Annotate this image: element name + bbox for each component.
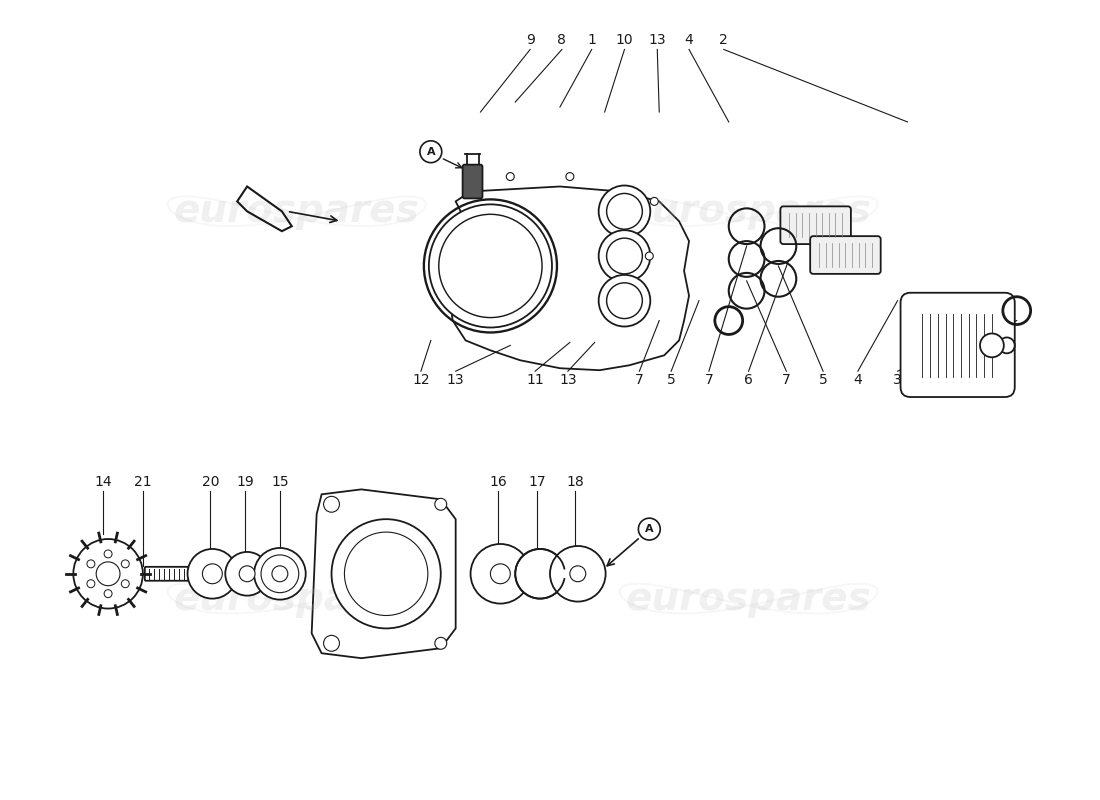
FancyBboxPatch shape bbox=[901, 293, 1014, 397]
Circle shape bbox=[980, 334, 1004, 358]
Circle shape bbox=[202, 564, 222, 584]
Text: 20: 20 bbox=[201, 475, 219, 490]
Circle shape bbox=[439, 214, 542, 318]
Circle shape bbox=[323, 635, 340, 651]
Text: 19: 19 bbox=[236, 475, 254, 490]
Circle shape bbox=[87, 560, 95, 568]
Text: eurospares: eurospares bbox=[626, 192, 871, 230]
Circle shape bbox=[226, 552, 270, 596]
Circle shape bbox=[429, 204, 552, 327]
Text: 1: 1 bbox=[587, 34, 596, 47]
Circle shape bbox=[420, 141, 442, 162]
Circle shape bbox=[74, 539, 143, 609]
Text: 21: 21 bbox=[134, 475, 152, 490]
Text: 18: 18 bbox=[566, 475, 584, 490]
Circle shape bbox=[87, 580, 95, 588]
Circle shape bbox=[598, 230, 650, 282]
Text: 7: 7 bbox=[704, 373, 713, 387]
Circle shape bbox=[254, 548, 306, 600]
Text: 7: 7 bbox=[635, 373, 643, 387]
Text: eurospares: eurospares bbox=[626, 580, 871, 618]
Polygon shape bbox=[449, 186, 689, 370]
Text: 5: 5 bbox=[818, 373, 827, 387]
Circle shape bbox=[104, 550, 112, 558]
Circle shape bbox=[646, 252, 653, 260]
Circle shape bbox=[121, 560, 130, 568]
Circle shape bbox=[999, 338, 1014, 354]
FancyBboxPatch shape bbox=[145, 567, 188, 581]
Circle shape bbox=[331, 519, 441, 629]
Circle shape bbox=[506, 173, 515, 181]
Circle shape bbox=[96, 562, 120, 586]
Text: 2: 2 bbox=[719, 34, 728, 47]
Circle shape bbox=[606, 194, 642, 229]
Circle shape bbox=[638, 518, 660, 540]
Text: A: A bbox=[645, 524, 653, 534]
Circle shape bbox=[606, 283, 642, 318]
Text: 12: 12 bbox=[412, 373, 430, 387]
Circle shape bbox=[650, 198, 658, 206]
Circle shape bbox=[434, 638, 447, 650]
Text: 13: 13 bbox=[648, 34, 667, 47]
Text: 17: 17 bbox=[528, 475, 546, 490]
Circle shape bbox=[570, 566, 585, 582]
Circle shape bbox=[187, 549, 238, 598]
Text: 10: 10 bbox=[616, 34, 634, 47]
Circle shape bbox=[606, 238, 642, 274]
Circle shape bbox=[565, 173, 574, 181]
Text: 14: 14 bbox=[95, 475, 112, 490]
Circle shape bbox=[515, 549, 565, 598]
Polygon shape bbox=[311, 490, 455, 658]
Text: 6: 6 bbox=[745, 373, 754, 387]
Circle shape bbox=[104, 590, 112, 598]
Circle shape bbox=[550, 546, 606, 602]
Text: 16: 16 bbox=[490, 475, 507, 490]
Circle shape bbox=[323, 496, 340, 512]
Circle shape bbox=[121, 580, 130, 588]
Text: 4: 4 bbox=[684, 34, 693, 47]
Text: eurospares: eurospares bbox=[174, 192, 419, 230]
Text: 13: 13 bbox=[447, 373, 464, 387]
Circle shape bbox=[491, 564, 510, 584]
Text: 15: 15 bbox=[271, 475, 288, 490]
Circle shape bbox=[272, 566, 288, 582]
Text: eurospares: eurospares bbox=[174, 580, 419, 618]
Text: 11: 11 bbox=[526, 373, 544, 387]
Text: A: A bbox=[427, 146, 436, 157]
FancyBboxPatch shape bbox=[780, 206, 851, 244]
Text: 4: 4 bbox=[854, 373, 862, 387]
Text: 8: 8 bbox=[558, 34, 566, 47]
FancyBboxPatch shape bbox=[463, 165, 483, 198]
FancyBboxPatch shape bbox=[811, 236, 881, 274]
Text: 7: 7 bbox=[782, 373, 791, 387]
Circle shape bbox=[598, 186, 650, 237]
Circle shape bbox=[471, 544, 530, 603]
Text: 9: 9 bbox=[526, 34, 535, 47]
Text: 13: 13 bbox=[559, 373, 576, 387]
Circle shape bbox=[598, 275, 650, 326]
Circle shape bbox=[344, 532, 428, 615]
Circle shape bbox=[239, 566, 255, 582]
Text: 3: 3 bbox=[893, 373, 902, 387]
Circle shape bbox=[434, 498, 447, 510]
Text: 5: 5 bbox=[667, 373, 675, 387]
